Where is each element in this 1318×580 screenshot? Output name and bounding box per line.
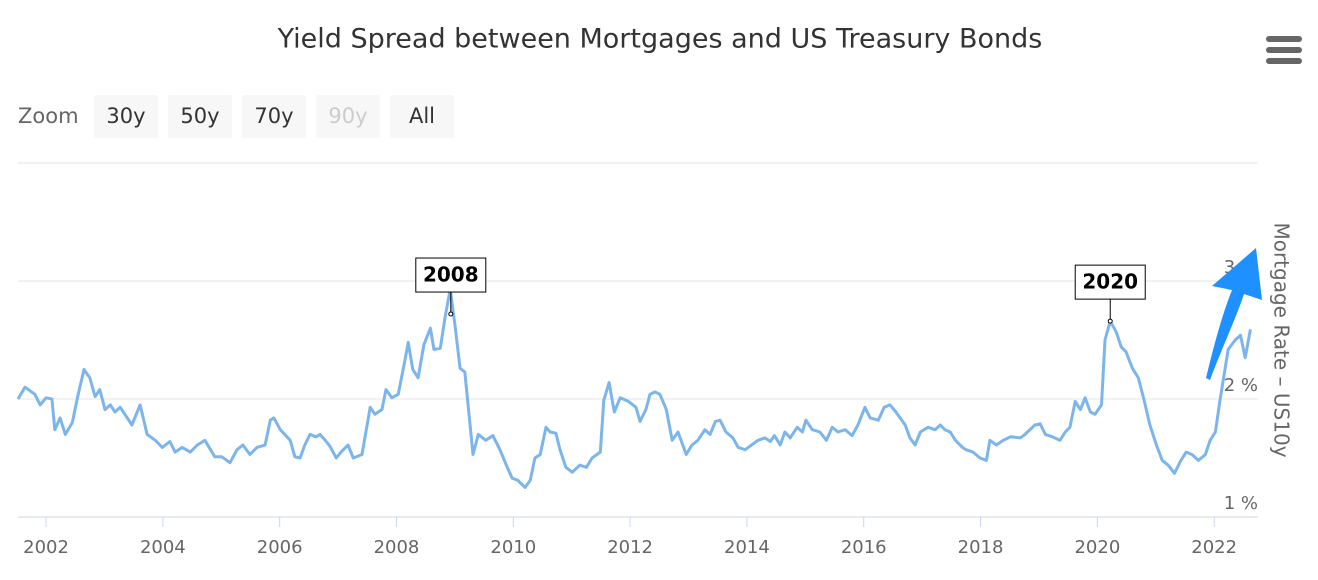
y-axis-title: Mortgage Rate – US10y	[1270, 222, 1294, 457]
zoom-button-label: 50y	[180, 104, 219, 128]
zoom-button-label: 90y	[328, 104, 367, 128]
overlay-arrow	[1206, 248, 1262, 380]
zoom-button[interactable]: 70y	[242, 95, 306, 138]
x-tick-label: 2014	[724, 537, 770, 558]
x-tick-label: 2004	[140, 537, 186, 558]
annotation-point	[448, 311, 454, 317]
annotation-label: 2008	[423, 263, 479, 287]
menu-bar	[1266, 47, 1302, 53]
zoom-button-bg	[168, 95, 232, 138]
zoom-button-bg	[94, 95, 158, 138]
menu-bar	[1266, 36, 1302, 42]
x-tick-label: 2002	[23, 537, 69, 558]
x-tick-label: 2022	[1191, 537, 1237, 558]
annotation-point	[1107, 318, 1113, 324]
y-tick-label: 1 %	[1224, 493, 1258, 514]
zoom-button[interactable]: All	[390, 95, 454, 138]
x-tick-label: 2012	[607, 537, 653, 558]
x-tick-label: 2006	[257, 537, 303, 558]
series-line	[16, 287, 1252, 489]
y-tick-label: 2 %	[1224, 375, 1258, 396]
menu-button[interactable]	[1266, 36, 1302, 64]
annotation-box	[1074, 264, 1146, 300]
zoom-button-bg	[242, 95, 306, 138]
zoom-label: Zoom	[18, 104, 79, 128]
zoom-button: 90y	[316, 95, 380, 138]
chart-title: Yield Spread between Mortgages and US Tr…	[277, 24, 1043, 55]
zoom-button-label: All	[409, 104, 435, 128]
x-tick-label: 2018	[958, 537, 1004, 558]
zoom-button[interactable]: 30y	[94, 95, 158, 138]
menu-bar	[1266, 58, 1302, 64]
annotation-label: 2020	[1082, 270, 1138, 294]
zoom-button-bg	[316, 95, 380, 138]
zoom-button-label: 70y	[254, 104, 293, 128]
x-tick-label: 2020	[1074, 537, 1120, 558]
zoom-button[interactable]: 50y	[168, 95, 232, 138]
x-tick-label: 2010	[490, 537, 536, 558]
zoom-button-label: 30y	[106, 104, 145, 128]
x-tick-label: 2008	[374, 537, 420, 558]
zoom-button-bg	[390, 95, 454, 138]
x-tick-label: 2016	[841, 537, 887, 558]
annotation-box	[415, 257, 487, 293]
